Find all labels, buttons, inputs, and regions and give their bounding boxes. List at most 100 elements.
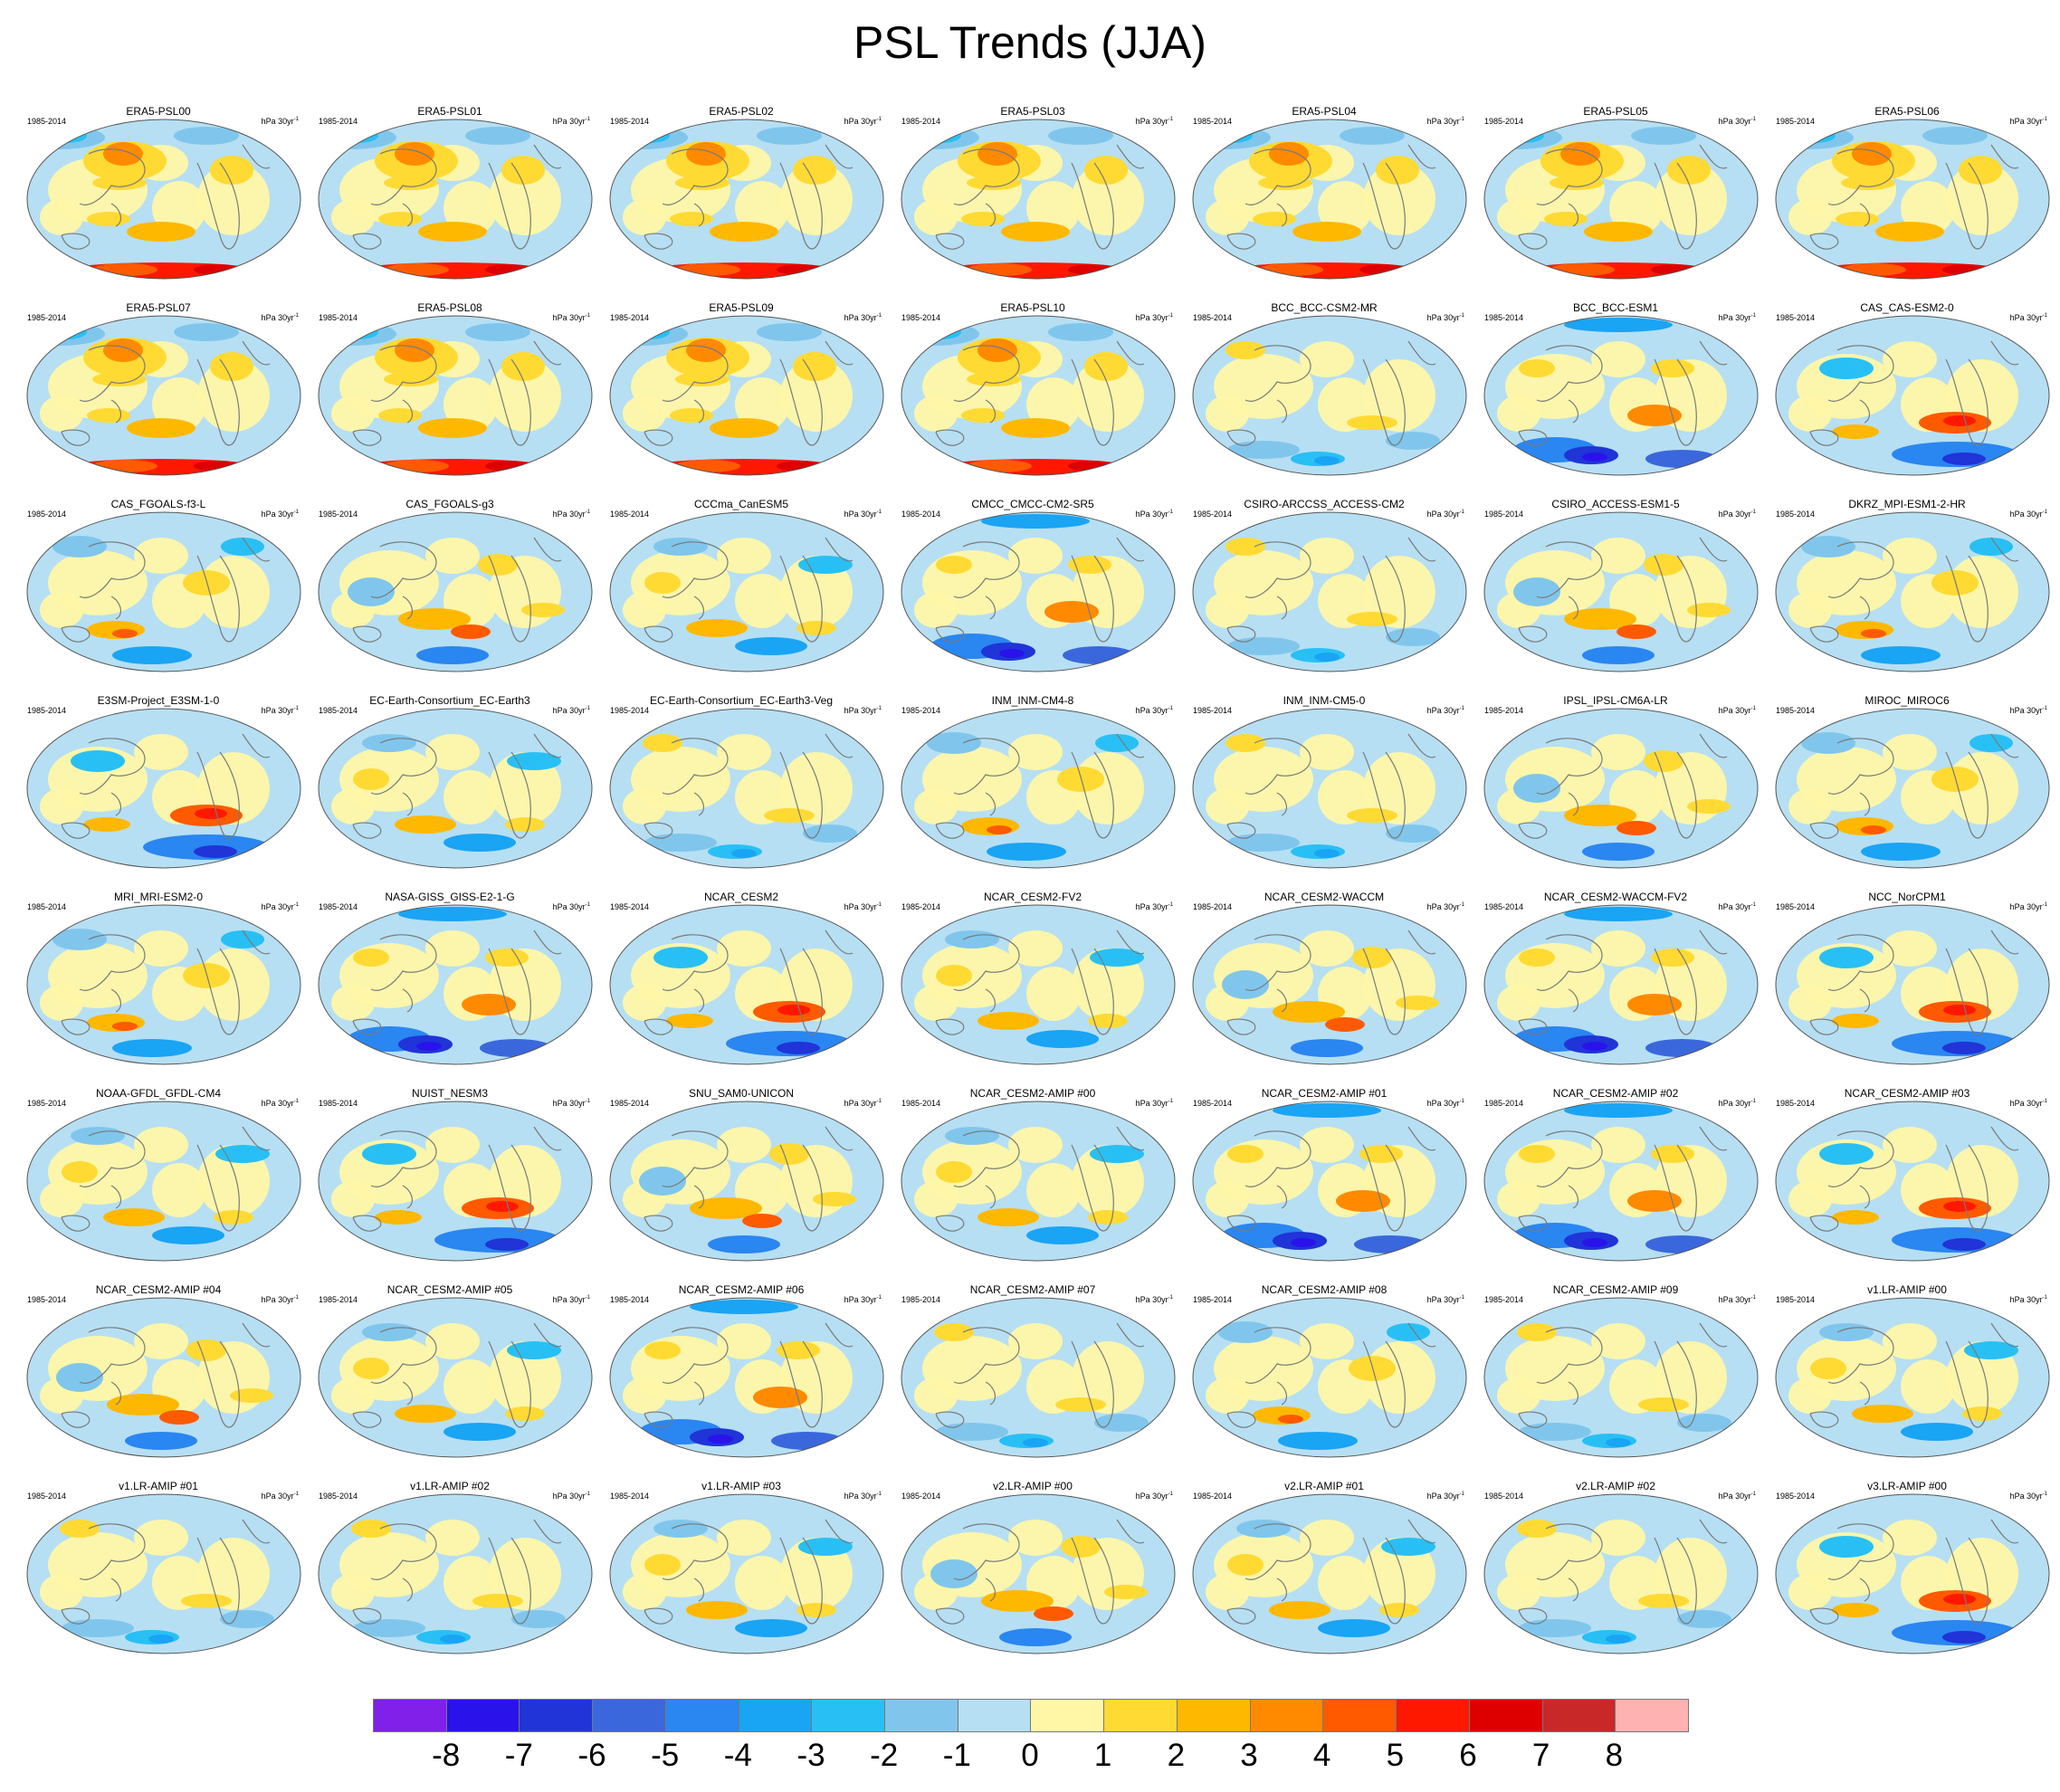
trend-contour (1584, 222, 1653, 242)
trend-contour (999, 1628, 1072, 1646)
coastline (1226, 1322, 1436, 1428)
neutral-region (134, 734, 188, 770)
panel-units: hPa 30yr-1 (2009, 1099, 2047, 1108)
colorbar-tick-label: 4 (1312, 1738, 1331, 1773)
trend-contour (112, 629, 138, 638)
trend-contour (1090, 948, 1144, 967)
trend-contour (62, 1619, 134, 1637)
trend-contour (418, 222, 487, 242)
map-outline (901, 1297, 1176, 1458)
trend-contour (384, 372, 438, 386)
map-svg (1192, 315, 1467, 476)
coastline (1809, 733, 2019, 839)
map-outline (1483, 315, 1759, 476)
neutral-region (1026, 181, 1081, 235)
trend-contour (1942, 1042, 1986, 1054)
trend-contour (777, 264, 824, 275)
trend-contour (1651, 359, 1694, 377)
panel-title: ERA5-PSL00 (126, 105, 191, 118)
trend-contour (395, 815, 456, 834)
neutral-region (1008, 734, 1063, 770)
neutral-region (1206, 788, 1249, 825)
panel-period: 1985-2014 (901, 1295, 941, 1304)
map-svg (901, 315, 1176, 476)
trend-contour (194, 264, 241, 275)
trend-contour (416, 646, 489, 664)
trend-contour (1063, 646, 1135, 664)
trend-contour (675, 460, 740, 472)
map-panel: ERA5-PSL05 1985-2014 hPa 30yr-1 (1470, 105, 1761, 295)
map-outline (1775, 315, 2050, 476)
map-outline (609, 511, 884, 672)
trend-contour (395, 1405, 456, 1423)
panel-title: MRI_MRI-ESM2-0 (113, 891, 203, 903)
coastline (61, 1322, 271, 1428)
trend-contour (62, 262, 261, 279)
trend-contour (127, 222, 196, 242)
trend-contour (1094, 1414, 1149, 1432)
neutral-region (1883, 538, 1937, 574)
trend-contour (443, 834, 516, 852)
trend-contour (936, 965, 972, 987)
map-outline (318, 511, 593, 672)
panel-units: hPa 30yr-1 (1718, 902, 1756, 911)
map-outline (318, 315, 593, 476)
colorbar-swatch (1469, 1700, 1543, 1731)
coastline (1518, 1322, 1728, 1428)
trend-contour (1810, 262, 2009, 279)
map-outline (1483, 1493, 1759, 1654)
map-panel: v1.LR-AMIP #02 1985-2014 hPa 30yr-1 (304, 1480, 596, 1670)
trend-contour (1550, 263, 1615, 276)
trend-contour (485, 948, 529, 967)
trend-contour (1962, 1406, 2002, 1421)
panel-period: 1985-2014 (1193, 1492, 1233, 1501)
trend-contour (1875, 222, 1944, 242)
trend-contour (1273, 1103, 1381, 1118)
trend-contour (56, 1363, 103, 1392)
coastline (1809, 1126, 2019, 1232)
map-outline (26, 904, 301, 1065)
map-panel: NCAR_CESM2-AMIP #06 1985-2014 hPa 30yr-1 (596, 1283, 887, 1473)
map-svg (901, 708, 1176, 869)
map-svg (1483, 1493, 1759, 1654)
panel-title: ERA5-PSL02 (709, 105, 774, 118)
colorbar-tick-label: 6 (1459, 1738, 1477, 1773)
trend-contour (112, 1022, 138, 1031)
trend-contour (71, 750, 125, 772)
trend-contour (1001, 418, 1070, 438)
trend-contour (1226, 341, 1265, 359)
map-svg (318, 511, 593, 672)
trend-contour (1048, 323, 1113, 341)
map-outline (609, 1297, 884, 1458)
coastline (1809, 340, 2019, 446)
trend-contour (378, 212, 422, 226)
panel-period: 1985-2014 (1484, 1492, 1524, 1501)
trend-contour (1677, 1610, 1731, 1628)
neutral-region (489, 1341, 561, 1414)
neutral-region (1883, 734, 1937, 770)
coastline (1809, 144, 2019, 250)
neutral-region (623, 396, 666, 432)
trend-contour (1227, 1554, 1264, 1576)
trend-contour (92, 372, 147, 386)
neutral-region (1072, 163, 1144, 235)
trend-contour (945, 1127, 999, 1145)
panel-title: ERA5-PSL08 (417, 301, 482, 314)
trend-contour (107, 1394, 179, 1415)
colorbar-swatch (812, 1700, 886, 1731)
trend-contour (644, 834, 717, 852)
neutral-region (1497, 199, 1540, 235)
panel-units: hPa 30yr-1 (2009, 510, 2047, 519)
coastline (935, 144, 1145, 250)
trend-contour (378, 408, 422, 423)
map-panel: NCAR_CESM2-WACCM 1985-2014 hPa 30yr-1 (1178, 891, 1470, 1081)
neutral-region (425, 930, 480, 967)
neutral-region (914, 1377, 958, 1414)
coastline (1809, 929, 2019, 1035)
coastline (1226, 1126, 1436, 1232)
trend-contour (353, 262, 552, 279)
colorbar-tick-label: -5 (651, 1738, 680, 1773)
panel-title: ERA5-PSL06 (1874, 105, 1940, 118)
trend-contour (967, 263, 1032, 276)
colorbar-tick-label: -1 (942, 1738, 971, 1773)
